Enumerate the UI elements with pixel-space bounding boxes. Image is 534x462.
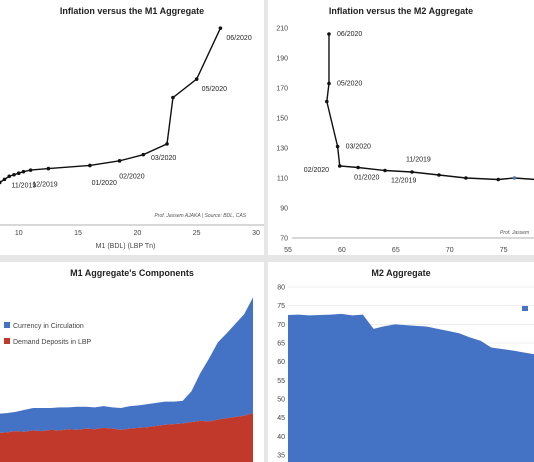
point-label-2: 03/2020: [346, 144, 371, 151]
source-note: Prof. Jassem: [500, 230, 529, 236]
data-point-6: [383, 168, 387, 173]
data-point-9: [88, 163, 92, 168]
legend-label-demand-deposits: Demand Deposits in LBP: [13, 339, 92, 346]
data-point-10: [496, 177, 501, 182]
area-m2: [288, 313, 534, 462]
series-line: [0, 27, 222, 184]
y-tick-label-6: 65: [277, 341, 285, 348]
area-demand-deposits: [0, 413, 253, 462]
y-tick-label-5: 170: [276, 86, 288, 93]
x-tick-label-1: 15: [74, 230, 82, 237]
legend-swatch-currency: [4, 322, 10, 328]
y-tick-label-3: 130: [276, 146, 288, 153]
chart-m1-components: M1 Aggregate's Components Currency in Ci…: [0, 262, 264, 462]
x-tick-label-4: 30: [252, 230, 260, 237]
y-tick-label-9: 80: [277, 285, 285, 292]
x-tick-label-2: 20: [133, 230, 141, 237]
y-tick-label-3: 50: [277, 397, 285, 404]
x-tick-label-0: 55: [284, 247, 292, 254]
data-point-1: [327, 81, 331, 86]
y-tick-label-2: 110: [277, 176, 288, 183]
x-axis-label: M1 (BDL) (LBP Tn): [96, 243, 156, 250]
data-point-6: [21, 169, 26, 174]
point-label-1: 05/2020: [337, 81, 362, 88]
x-tick-label-1: 60: [338, 247, 346, 254]
data-point-0: [327, 32, 331, 36]
chart-title: M1 Aggregate's Components: [70, 268, 194, 278]
point-label-0: 06/2020: [226, 35, 251, 42]
point-label-6: 11/2019: [11, 183, 36, 190]
x-tick-label-3: 70: [446, 247, 454, 254]
data-point-14: [194, 77, 199, 81]
y-tick-label-1: 90: [280, 206, 288, 213]
data-point-15: [218, 26, 223, 30]
data-point-5: [356, 165, 360, 170]
point-label-6: 12/2019: [391, 178, 416, 185]
x-tick-label-4: 75: [500, 247, 508, 254]
chart-inflation-vs-m1: Inflation versus the M1 Aggregate 10 15 20…: [0, 0, 264, 255]
data-point-10: [117, 159, 122, 163]
y-tick-label-0: 70: [280, 236, 288, 243]
data-point-13: [171, 95, 175, 100]
data-point-4: [337, 164, 342, 168]
data-point-11: [512, 176, 517, 180]
data-point-1: [0, 180, 2, 185]
y-tick-label-8: 75: [277, 303, 285, 310]
x-tick-label-0: 10: [15, 230, 23, 237]
area-chart-m1-components: Currency in Circulation Demand Deposits i…: [0, 297, 253, 462]
legend-swatch-demand-deposits: [4, 338, 10, 344]
data-point-2: [325, 99, 329, 104]
legend-swatch-m2: [522, 306, 528, 311]
data-point-7: [410, 170, 414, 174]
point-label-3: 11/2019: [406, 157, 431, 164]
scatter-plot-m1: 10 15 20 25 30 M1 (BDL) (LBP Tn) 06/2020 05/202…: [0, 26, 264, 250]
point-label-4: 01/2020: [92, 180, 117, 187]
point-label-3: 02/2020: [119, 174, 144, 181]
point-label-5: 12/2019: [32, 182, 57, 189]
point-label-2: 03/2020: [151, 155, 176, 162]
data-point-3: [335, 144, 340, 149]
data-point-8: [437, 173, 441, 177]
point-label-5: 01/2020: [354, 175, 379, 182]
vertical-separator: [264, 0, 268, 462]
y-tick-label-0: 35: [277, 453, 285, 460]
y-tick-label-7: 210: [276, 26, 288, 33]
chart-title: Inflation versus the M1 Aggregate: [59, 6, 205, 16]
y-tick-label-6: 190: [276, 56, 288, 63]
source-note: Prof. Jassem AJAKA | Source: BDL, CAS: [154, 213, 246, 219]
y-tick-label-4: 55: [277, 378, 285, 385]
y-tick-label-1: 40: [277, 434, 285, 441]
y-tick-label-7: 70: [277, 322, 285, 329]
point-label-1: 05/2020: [202, 86, 227, 93]
area-chart-m2: 35 40 45 50 55 60 65 70 75 80: [277, 285, 534, 462]
data-point-5: [16, 171, 21, 175]
x-tick-label-3: 25: [193, 230, 201, 237]
chart-title: M2 Aggregate: [371, 268, 431, 278]
data-point-3: [7, 174, 12, 179]
scatter-plot-m2: 70 90 110 130 150 170 190 210 55 60 65 70 75 06/2020 0…: [276, 26, 534, 254]
data-point-4: [12, 172, 16, 177]
legend-label-currency: Currency in Circulation: [13, 323, 84, 330]
data-point-12: [165, 142, 169, 146]
y-tick-label-4: 150: [276, 116, 288, 123]
data-point-2: [2, 177, 7, 182]
y-tick-label-5: 60: [277, 359, 285, 366]
data-point-11: [141, 152, 146, 157]
data-point-9: [464, 176, 468, 180]
chart-inflation-vs-m2: Inflation versus the M2 Aggregate 70 90 11…: [268, 0, 534, 255]
point-label-0: 06/2020: [337, 31, 362, 38]
x-tick-label-2: 65: [392, 247, 400, 254]
y-tick-label-2: 45: [277, 415, 285, 422]
point-label-4: 02/2020: [304, 167, 329, 174]
chart-title: Inflation versus the M2 Aggregate: [328, 6, 474, 16]
data-point-7: [28, 168, 33, 172]
data-point-8: [46, 166, 51, 171]
horizontal-separator: [0, 255, 534, 262]
area-currency-in-circulation: [0, 297, 253, 433]
chart-m2-aggregate: M2 Aggregate 35 40 45 50 55 60 65 70 75 80: [268, 262, 534, 462]
